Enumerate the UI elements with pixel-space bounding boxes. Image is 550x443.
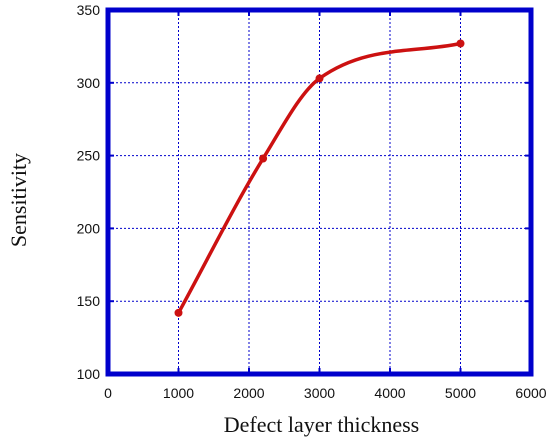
y-tick-label: 150 xyxy=(77,293,101,309)
y-tick-label: 350 xyxy=(77,2,101,18)
data-point xyxy=(456,39,465,48)
plot-frame xyxy=(105,7,534,377)
x-tick-label: 3000 xyxy=(304,385,335,401)
x-tick-labels: 0 1000 2000 3000 4000 5000 6000 xyxy=(104,385,547,401)
y-tick-label: 100 xyxy=(77,366,101,382)
grid xyxy=(108,10,531,374)
y-axis-label: Sensitivity xyxy=(6,153,31,247)
y-tick-label: 250 xyxy=(77,148,101,164)
x-tick-label: 2000 xyxy=(233,385,264,401)
series-points xyxy=(174,39,465,317)
data-point xyxy=(259,154,268,163)
y-tick-label: 200 xyxy=(77,220,101,236)
x-tick-label: 4000 xyxy=(374,385,405,401)
x-tick-label: 5000 xyxy=(445,385,476,401)
data-point xyxy=(174,308,183,317)
series-lines xyxy=(176,41,463,315)
x-axis-label: Defect layer thickness xyxy=(224,412,419,437)
x-tick-label: 0 xyxy=(104,385,112,401)
y-tick-label: 300 xyxy=(77,75,101,91)
x-tick-label: 1000 xyxy=(163,385,194,401)
x-tick-label: 6000 xyxy=(515,385,546,401)
series-line xyxy=(176,41,463,315)
y-tick-labels: 100 150 200 250 300 350 xyxy=(77,2,101,382)
data-point xyxy=(315,74,324,83)
